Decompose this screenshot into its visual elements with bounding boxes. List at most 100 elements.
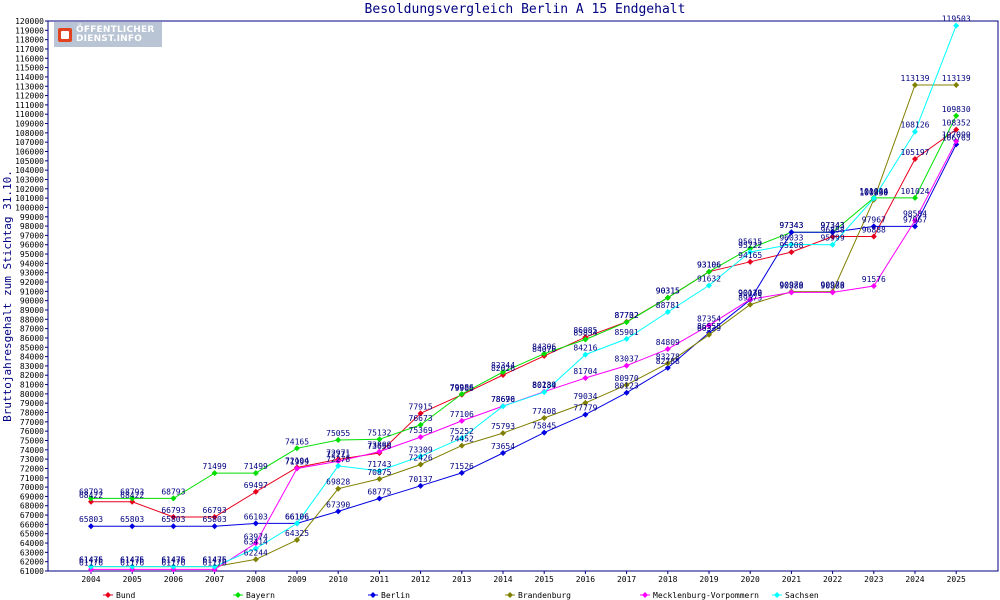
chart-title: Besoldungsvergleich Berlin A 15 Endgehal… xyxy=(365,2,686,17)
data-label: 79906 xyxy=(450,384,474,393)
data-label: 75055 xyxy=(326,429,350,438)
data-point xyxy=(335,462,342,469)
data-point xyxy=(829,289,836,296)
data-label: 95999 xyxy=(821,234,845,243)
data-label: 90970 xyxy=(779,281,803,290)
y-tick-label: 87000 xyxy=(20,325,44,334)
data-label: 80970 xyxy=(615,374,639,383)
data-point xyxy=(912,194,918,201)
y-tick-label: 71000 xyxy=(20,474,44,483)
x-tick-label: 2005 xyxy=(123,575,142,584)
data-label: 84216 xyxy=(573,344,597,353)
data-label: 76673 xyxy=(409,414,433,423)
data-point xyxy=(582,336,589,343)
data-point xyxy=(211,513,218,520)
y-tick-label: 75000 xyxy=(20,436,44,445)
data-label: 61476 xyxy=(203,556,227,565)
data-point xyxy=(541,389,548,396)
data-point xyxy=(664,360,671,367)
x-tick-label: 2017 xyxy=(617,575,636,584)
data-label: 61476 xyxy=(120,556,144,565)
data-label: 75793 xyxy=(491,422,515,431)
site-logo: ÖFFENTLICHER DIENST.INFO xyxy=(54,22,162,47)
data-label: 73656 xyxy=(367,442,391,451)
legend-swatch-marker xyxy=(235,592,241,598)
x-tick-label: 2022 xyxy=(823,575,842,584)
data-label: 90888 xyxy=(821,281,845,290)
data-point xyxy=(376,436,383,443)
x-tick-label: 2024 xyxy=(905,575,924,584)
data-point xyxy=(88,498,94,505)
y-tick-label: 100000 xyxy=(15,203,44,212)
data-label: 74165 xyxy=(285,437,309,446)
data-label: 61475 xyxy=(120,556,144,565)
data-label: 90970 xyxy=(821,281,845,290)
y-tick-label: 114000 xyxy=(15,73,44,82)
x-tick-label: 2008 xyxy=(246,575,265,584)
data-point xyxy=(706,268,712,275)
data-label: 109830 xyxy=(942,105,971,114)
data-point xyxy=(829,241,836,248)
y-tick-label: 86000 xyxy=(20,334,44,343)
x-tick-label: 2013 xyxy=(452,575,471,584)
data-point xyxy=(912,217,918,224)
series-line xyxy=(91,25,957,568)
data-label: 85901 xyxy=(615,328,639,337)
data-point xyxy=(88,523,94,530)
data-point xyxy=(747,248,754,255)
legend-label: Berlin xyxy=(381,591,410,600)
data-point xyxy=(88,563,94,570)
data-point xyxy=(252,556,259,563)
data-label: 108126 xyxy=(901,121,930,130)
data-point xyxy=(706,331,712,338)
y-tick-label: 112000 xyxy=(15,92,44,101)
data-label: 90888 xyxy=(779,281,803,290)
y-tick-label: 93000 xyxy=(20,269,44,278)
data-label: 101024 xyxy=(859,187,888,196)
y-tick-label: 107000 xyxy=(15,138,44,147)
data-point xyxy=(747,258,754,265)
data-label: 71999 xyxy=(285,457,309,466)
data-point xyxy=(500,369,506,376)
data-point xyxy=(376,495,383,502)
data-point xyxy=(335,508,342,515)
y-tick-label: 103000 xyxy=(15,175,44,184)
data-label: 84306 xyxy=(532,343,556,352)
data-label: 61475 xyxy=(79,556,103,565)
data-label: 71526 xyxy=(450,462,474,471)
data-label: 97343 xyxy=(779,221,803,230)
data-label: 88781 xyxy=(656,301,680,310)
data-label: 113139 xyxy=(901,74,930,83)
data-point xyxy=(129,498,136,505)
data-label: 91632 xyxy=(697,274,721,283)
data-label: 87702 xyxy=(615,311,639,320)
y-tick-label: 109000 xyxy=(15,120,44,129)
data-label: 82788 xyxy=(656,357,680,366)
data-label: 61475 xyxy=(203,556,227,565)
data-label: 93106 xyxy=(697,261,721,270)
data-point xyxy=(623,362,630,369)
y-tick-label: 82000 xyxy=(20,371,44,380)
data-point xyxy=(129,563,136,570)
data-point xyxy=(294,445,300,452)
data-label: 69497 xyxy=(244,481,268,490)
data-label: 63974 xyxy=(244,532,268,541)
data-point xyxy=(788,229,795,236)
data-point xyxy=(953,126,960,133)
y-tick-label: 85000 xyxy=(20,343,44,352)
data-label: 90315 xyxy=(656,287,680,296)
data-label: 106765 xyxy=(942,133,971,142)
data-label: 113139 xyxy=(942,74,971,83)
y-tick-label: 66000 xyxy=(20,520,44,529)
data-point xyxy=(376,467,383,474)
data-label: 86555 xyxy=(697,322,721,331)
data-point xyxy=(870,223,877,230)
legend-swatch-marker xyxy=(370,592,376,598)
y-tick-label: 90000 xyxy=(20,297,44,306)
y-tick-label: 106000 xyxy=(15,148,44,157)
data-point xyxy=(335,458,342,465)
y-tick-label: 101000 xyxy=(15,194,44,203)
data-label: 75132 xyxy=(367,428,391,437)
data-label: 65803 xyxy=(79,515,103,524)
x-tick-label: 2021 xyxy=(782,575,801,584)
